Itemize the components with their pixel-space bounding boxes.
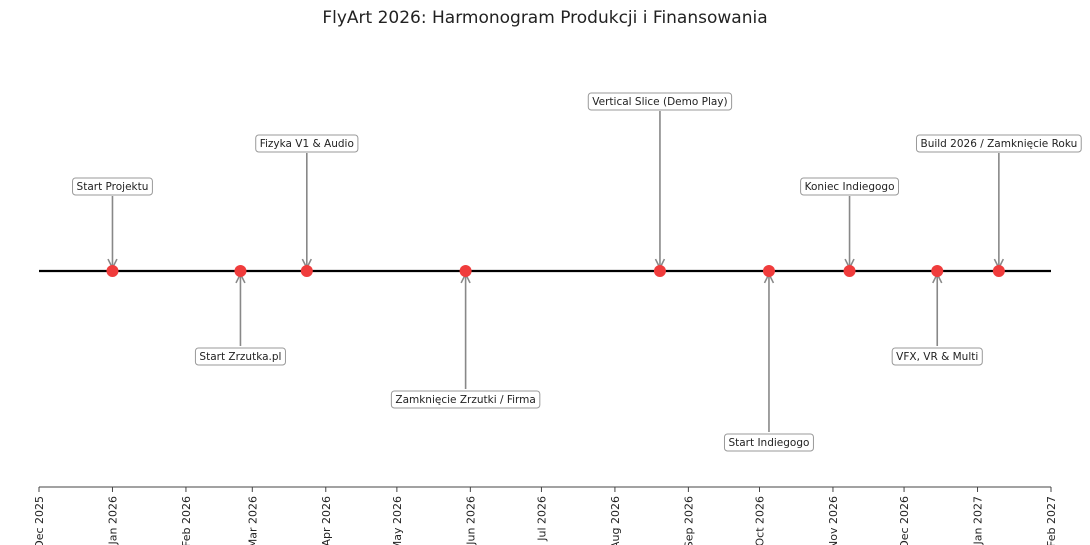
x-tick-label: Apr 2026 — [320, 496, 333, 545]
event-marker — [234, 265, 247, 277]
svg-text:VFX, VR & Multi: VFX, VR & Multi — [896, 351, 978, 363]
event-label: Start Indiegogo — [723, 433, 814, 452]
event-label: Start Zrzutka.pl — [194, 347, 286, 366]
svg-text:Build 2026 / Zamknięcie Roku: Build 2026 / Zamknięcie Roku — [920, 138, 1077, 150]
svg-text:Start Zrzutka.pl: Start Zrzutka.pl — [199, 351, 281, 363]
event-label: Start Projektu — [72, 177, 153, 196]
event-marker — [762, 265, 775, 277]
x-tick-label: Feb 2027 — [1045, 496, 1058, 545]
svg-text:Fizyka V1 & Audio: Fizyka V1 & Audio — [260, 138, 354, 150]
x-tick-label: Mar 2026 — [246, 496, 259, 545]
event-markers — [106, 265, 1005, 277]
event-marker — [653, 265, 666, 277]
event-label: Koniec Indiegogo — [800, 177, 900, 196]
svg-text:Zamknięcie Zrzutki / Firma: Zamknięcie Zrzutki / Firma — [395, 394, 535, 406]
event-labels: Start Projektu Start Zrzutka.pl Fizyka V1 … — [72, 92, 1082, 452]
x-tick-label: Jan 2027 — [972, 496, 985, 545]
x-tick-label: Dec 2025 — [33, 496, 46, 545]
event-label: Build 2026 / Zamknięcie Roku — [915, 134, 1082, 153]
x-tick-label: Oct 2026 — [753, 496, 766, 545]
event-marker — [459, 265, 472, 277]
svg-text:Koniec Indiegogo: Koniec Indiegogo — [805, 181, 895, 193]
event-marker — [992, 265, 1005, 277]
x-tick-label: Jul 2026 — [535, 496, 548, 542]
x-tick-label: Jan 2026 — [106, 496, 119, 545]
x-tick-label: Sep 2026 — [682, 496, 695, 545]
event-stems — [112, 111, 998, 432]
x-tick-label: Feb 2026 — [180, 496, 193, 545]
x-tick-label: Nov 2026 — [827, 496, 840, 545]
x-axis: Dec 2025 Jan 2026 Feb 2026 Mar 2026 Apr 2026… — [33, 486, 1058, 545]
x-tick-label: Dec 2026 — [898, 496, 911, 545]
x-tick-label: Aug 2026 — [609, 496, 622, 545]
event-label: Fizyka V1 & Audio — [255, 134, 359, 153]
x-tick-label: May 2026 — [391, 496, 404, 545]
event-marker — [300, 265, 313, 277]
svg-text:Start Indiegogo: Start Indiegogo — [728, 437, 809, 449]
event-label: VFX, VR & Multi — [891, 347, 983, 366]
event-marker — [106, 265, 119, 277]
svg-text:Vertical Slice (Demo Play): Vertical Slice (Demo Play) — [592, 96, 727, 108]
event-label: Zamknięcie Zrzutki / Firma — [390, 390, 541, 409]
event-marker — [931, 265, 944, 277]
x-tick-label: Jun 2026 — [464, 496, 477, 545]
svg-text:Start Projektu: Start Projektu — [77, 181, 149, 193]
event-marker — [843, 265, 856, 277]
event-label: Vertical Slice (Demo Play) — [587, 92, 733, 111]
chart-title: FlyArt 2026: Harmonogram Produkcji i Fin… — [322, 8, 768, 28]
